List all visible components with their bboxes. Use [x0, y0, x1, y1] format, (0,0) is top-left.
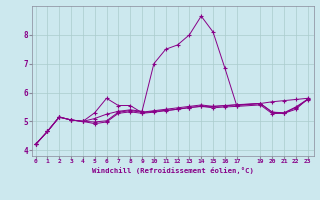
- X-axis label: Windchill (Refroidissement éolien,°C): Windchill (Refroidissement éolien,°C): [92, 167, 254, 174]
